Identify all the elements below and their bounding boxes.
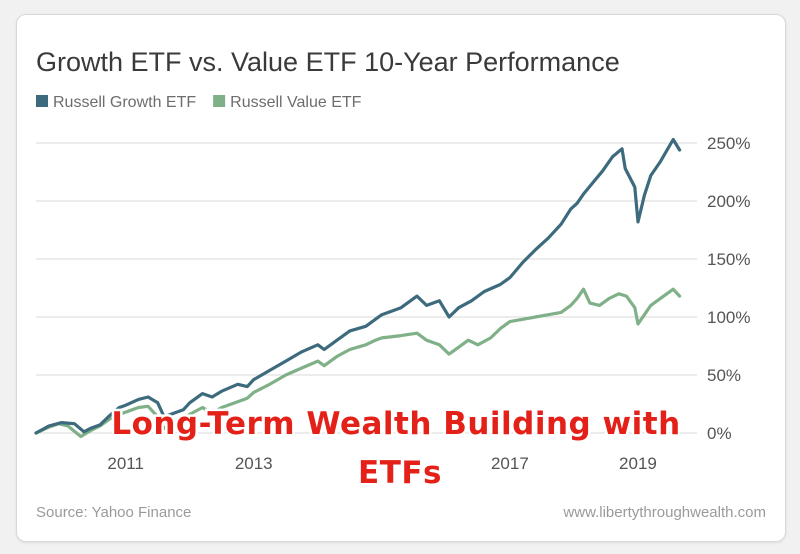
series-line-russell-value-etf <box>34 287 682 439</box>
y-tick-label: 100% <box>707 308 750 327</box>
legend-label-russell-value-etf: Russell Value ETF <box>230 94 362 111</box>
x-tick-label: 2019 <box>619 454 657 473</box>
legend-swatch-russell-growth-etf <box>36 95 48 107</box>
x-tick-label: 2017 <box>491 454 529 473</box>
y-tick-label: 200% <box>707 192 750 211</box>
source-note: Source: Yahoo Finance <box>36 504 191 521</box>
chart-legend: Russell Growth ETF Russell Value ETF <box>36 94 362 111</box>
series-line-russell-growth-etf <box>34 137 682 435</box>
overlay-caption-line-2: ETFs <box>358 455 442 491</box>
overlay-caption-line-1: Long-Term Wealth Building with <box>111 406 680 442</box>
chart-card <box>16 14 786 542</box>
x-tick-label: 2011 <box>107 454 144 473</box>
x-tick-label: 2013 <box>235 454 273 473</box>
y-tick-label: 0% <box>707 424 732 443</box>
x-axis: 2011 2013 2017 2019 <box>107 454 657 473</box>
y-tick-label: 250% <box>707 134 750 153</box>
website-link[interactable]: www.libertythroughwealth.com <box>562 504 766 521</box>
y-axis: 0% 50% 100% 150% 200% 250% <box>707 134 750 443</box>
y-tick-label: 150% <box>707 250 750 269</box>
legend-label-russell-growth-etf: Russell Growth ETF <box>53 94 196 111</box>
chart-title: Growth ETF vs. Value ETF 10-Year Perform… <box>36 47 620 77</box>
legend-swatch-russell-value-etf <box>213 95 226 107</box>
y-tick-label: 50% <box>707 366 741 385</box>
grid-lines <box>36 142 697 434</box>
series-lines <box>34 137 682 439</box>
